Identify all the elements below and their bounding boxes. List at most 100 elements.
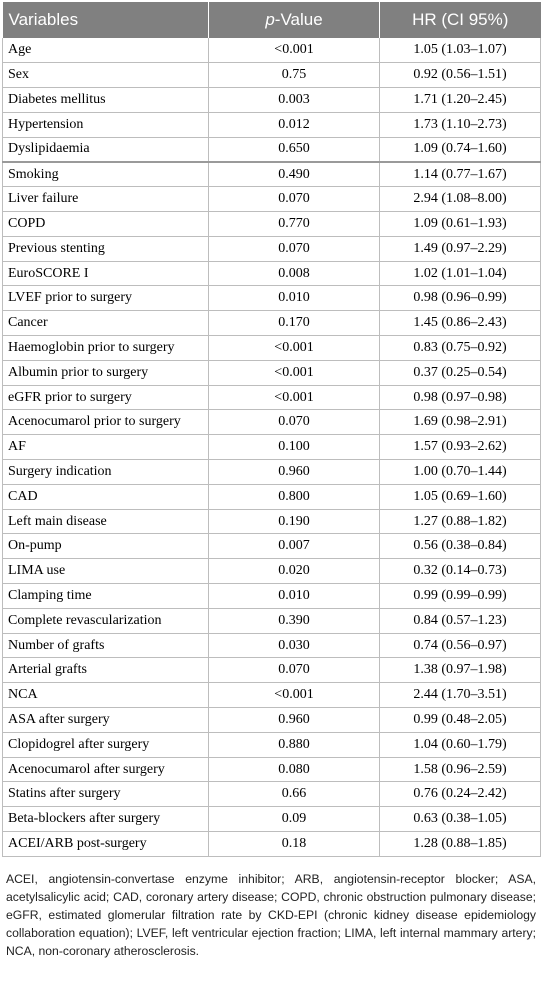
table-footnote: ACEI, angiotensin-convertase enzyme inhi… [6, 872, 536, 958]
table-row: Beta-blockers after surgery 0.09 0.63 (0.3… [2, 806, 541, 832]
cell-p-value: 0.012 [208, 112, 380, 138]
cell-variable: Clamping time [2, 583, 209, 609]
cell-p-value: 0.030 [208, 633, 380, 659]
table-body: Age <0.001 1.05 (1.03–1.07) Sex 0.75 0.92 (0.… [2, 38, 541, 857]
cell-p-value: 0.390 [208, 608, 380, 634]
cell-hr: 1.00 (0.70–1.44) [379, 459, 541, 485]
cell-p-value: 0.003 [208, 87, 380, 113]
cell-p-value: 0.100 [208, 434, 380, 461]
cell-p-value: 0.18 [208, 831, 380, 857]
cell-p-value: 0.070 [208, 657, 380, 684]
cell-hr: 1.45 (0.86–2.43) [379, 310, 541, 337]
cell-hr: 0.92 (0.56–1.51) [379, 62, 541, 89]
cell-hr: 1.58 (0.96–2.59) [379, 757, 541, 783]
cell-variable: ASA after surgery [2, 707, 209, 733]
cell-p-value: 0.070 [208, 236, 380, 262]
cell-hr: 1.57 (0.93–2.62) [379, 434, 541, 461]
table-row: Haemoglobin prior to surgery <0.001 0.83 (… [2, 335, 541, 361]
table-row: LVEF prior to surgery 0.010 0.98 (0.96–0.9… [2, 285, 541, 312]
cell-variable: Number of grafts [2, 633, 209, 659]
cell-p-value: <0.001 [208, 335, 380, 361]
cell-hr: 1.05 (1.03–1.07) [379, 38, 541, 64]
cell-variable: COPD [2, 211, 209, 237]
cell-hr: 1.09 (0.61–1.93) [379, 211, 541, 237]
table-row: LIMA use 0.020 0.32 (0.14–0.73) [2, 558, 541, 585]
table-row: Liver failure 0.070 2.94 (1.08–8.00) [2, 186, 541, 213]
table-row: Cancer 0.170 1.45 (0.86–2.43) [2, 310, 541, 337]
cell-p-value: 0.66 [208, 781, 380, 808]
table-row: Age <0.001 1.05 (1.03–1.07) [2, 38, 541, 64]
cell-p-value: 0.960 [208, 459, 380, 485]
cell-variable: Acenocumarol prior to surgery [2, 409, 209, 436]
cell-hr: 0.99 (0.48–2.05) [379, 707, 541, 733]
table-row: Surgery indication 0.960 1.00 (0.70–1.44) [2, 459, 541, 485]
table-row: ASA after surgery 0.960 0.99 (0.48–2.05) [2, 707, 541, 733]
cell-p-value: 0.007 [208, 533, 380, 560]
cell-p-value: 0.190 [208, 509, 380, 535]
cell-hr: 1.14 (0.77–1.67) [379, 161, 541, 188]
cell-variable: Statins after surgery [2, 781, 209, 808]
cell-p-value: 0.070 [208, 409, 380, 436]
cell-p-value: 0.008 [208, 261, 380, 287]
cell-hr: 0.76 (0.24–2.42) [379, 781, 541, 808]
cell-p-value: 0.070 [208, 186, 380, 213]
cell-hr: 0.56 (0.38–0.84) [379, 533, 541, 560]
cell-variable: Liver failure [2, 186, 209, 213]
table-row: Sex 0.75 0.92 (0.56–1.51) [2, 62, 541, 89]
table-row: eGFR prior to surgery <0.001 0.98 (0.97–0.… [2, 385, 541, 411]
table-header-row: Variables p-Value HR (CI 95%) [2, 2, 541, 38]
cell-hr: 0.63 (0.38–1.05) [379, 806, 541, 832]
cell-hr: 1.71 (1.20–2.45) [379, 87, 541, 113]
cell-p-value: 0.960 [208, 707, 380, 733]
cell-hr: 1.28 (0.88–1.85) [379, 831, 541, 857]
table-row: Left main disease 0.190 1.27 (0.88–1.82) [2, 509, 541, 535]
cell-p-value: <0.001 [208, 360, 380, 386]
cell-p-value: 0.080 [208, 757, 380, 783]
cell-variable: Dyslipidaemia [2, 137, 209, 163]
cell-variable: CAD [2, 484, 209, 510]
cell-variable: Albumin prior to surgery [2, 360, 209, 386]
cell-hr: 1.04 (0.60–1.79) [379, 732, 541, 758]
table-row: NCA <0.001 2.44 (1.70–3.51) [2, 682, 541, 709]
table-row: Complete revascularization 0.390 0.84 (0.5… [2, 608, 541, 634]
cell-variable: Surgery indication [2, 459, 209, 485]
cell-variable: LIMA use [2, 558, 209, 585]
cell-p-value: 0.490 [208, 161, 380, 188]
cell-hr: 0.37 (0.25–0.54) [379, 360, 541, 386]
table-row: Albumin prior to surgery <0.001 0.37 (0.25… [2, 360, 541, 386]
table-row: Number of grafts 0.030 0.74 (0.56–0.97) [2, 633, 541, 659]
cell-variable: Arterial grafts [2, 657, 209, 684]
cell-p-value: 0.170 [208, 310, 380, 337]
cell-variable: eGFR prior to surgery [2, 385, 209, 411]
cell-variable: Sex [2, 62, 209, 89]
table-row: EuroSCORE I 0.008 1.02 (1.01–1.04) [2, 261, 541, 287]
cell-variable: ACEI/ARB post-surgery [2, 831, 209, 857]
cell-variable: NCA [2, 682, 209, 709]
cell-p-value: 0.800 [208, 484, 380, 510]
cell-variable: Haemoglobin prior to surgery [2, 335, 209, 361]
cell-variable: Beta-blockers after surgery [2, 806, 209, 832]
table-row: Acenocumarol prior to surgery 0.070 1.69 (… [2, 409, 541, 436]
cell-hr: 0.32 (0.14–0.73) [379, 558, 541, 585]
cell-hr: 2.94 (1.08–8.00) [379, 186, 541, 213]
table-row: Statins after surgery 0.66 0.76 (0.24–2.42… [2, 781, 541, 808]
table-row: Clopidogrel after surgery 0.880 1.04 (0.60… [2, 732, 541, 758]
cell-variable: AF [2, 434, 209, 461]
cell-p-value: 0.020 [208, 558, 380, 585]
cell-variable: Acenocumarol after surgery [2, 757, 209, 783]
cell-p-value: <0.001 [208, 385, 380, 411]
hazard-ratio-table: Variables p-Value HR (CI 95%) Age <0.001 1… [2, 2, 541, 857]
cell-hr: 1.73 (1.10–2.73) [379, 112, 541, 138]
cell-variable: On-pump [2, 533, 209, 560]
table-row: Smoking 0.490 1.14 (0.77–1.67) [2, 161, 541, 188]
table-row: COPD 0.770 1.09 (0.61–1.93) [2, 211, 541, 237]
cell-hr: 0.98 (0.96–0.99) [379, 285, 541, 312]
cell-p-value: 0.75 [208, 62, 380, 89]
table-row: Diabetes mellitus 0.003 1.71 (1.20–2.45) [2, 87, 541, 113]
cell-hr: 2.44 (1.70–3.51) [379, 682, 541, 709]
cell-p-value: 0.880 [208, 732, 380, 758]
table-row: AF 0.100 1.57 (0.93–2.62) [2, 434, 541, 461]
cell-p-value: 0.650 [208, 137, 380, 163]
cell-variable: Left main disease [2, 509, 209, 535]
cell-hr: 0.99 (0.99–0.99) [379, 583, 541, 609]
